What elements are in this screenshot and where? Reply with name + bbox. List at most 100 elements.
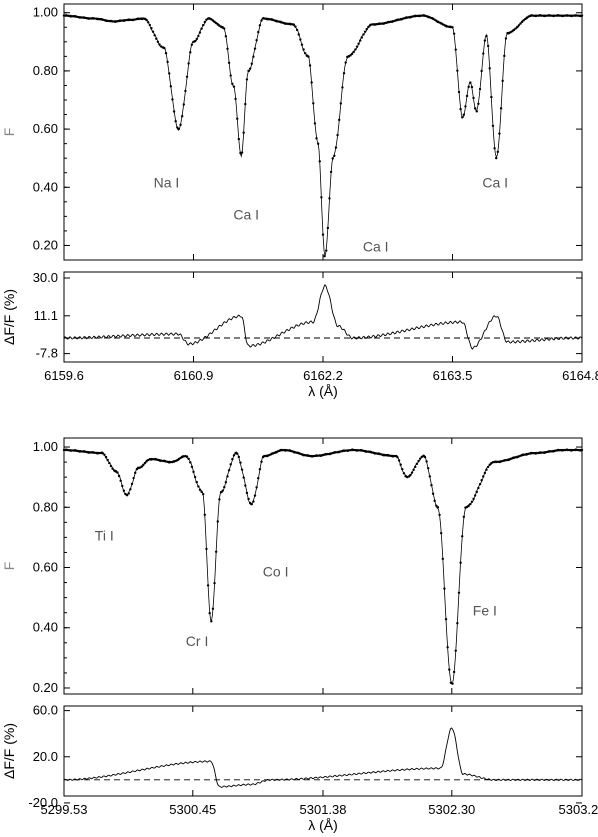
observed-point (203, 513, 207, 516)
observed-point (478, 87, 482, 91)
observed-point (140, 465, 143, 468)
observed-point (467, 85, 470, 89)
observed-point (224, 35, 228, 38)
observed-point (195, 480, 198, 484)
observed-point (431, 492, 435, 495)
observed-point (477, 102, 480, 105)
x-tick-label: 5301.38 (300, 802, 347, 817)
observed-point (320, 196, 323, 199)
observed-point (158, 43, 161, 46)
observed-point (303, 52, 307, 55)
observed-point (412, 468, 415, 472)
observed-point (242, 476, 245, 479)
observed-point (202, 492, 205, 496)
observed-point (444, 618, 448, 621)
x-axis-label: λ (Å) (308, 817, 338, 833)
x-tick-label: 6159.6 (44, 368, 84, 383)
residual-y-tick-label: 30.0 (33, 270, 58, 285)
observed-point (498, 132, 501, 135)
observed-point (185, 75, 189, 78)
observed-point (435, 504, 438, 507)
observed-point (257, 30, 260, 34)
observed-point (229, 74, 232, 77)
observed-point (253, 47, 257, 50)
observed-point (223, 27, 226, 30)
observed-point (185, 455, 189, 458)
observed-point (459, 107, 462, 111)
observed-point (354, 48, 357, 51)
observed-point (490, 95, 493, 99)
residual-line (63, 727, 583, 788)
observed-point (501, 79, 504, 83)
observed-point (469, 81, 472, 84)
observed-point (208, 612, 211, 615)
observed-point (339, 102, 343, 105)
observed-point (189, 461, 192, 464)
observed-point (473, 494, 477, 497)
observed-spectrum-points (62, 14, 584, 258)
observed-point (486, 44, 490, 48)
observed-point (103, 453, 106, 456)
observed-point (172, 110, 176, 113)
observed-point (146, 21, 150, 24)
observed-point (119, 479, 122, 482)
observed-point (341, 86, 344, 89)
x-tick-label: 6162.2 (303, 368, 343, 383)
observed-point (461, 535, 464, 538)
observed-point (477, 486, 480, 490)
observed-point (211, 19, 215, 22)
observed-point (428, 475, 432, 478)
observed-point (111, 467, 114, 470)
observed-point (239, 461, 242, 464)
observed-point (177, 127, 181, 131)
observed-point (163, 47, 166, 50)
main-plot-frame (63, 437, 583, 695)
observed-point (232, 85, 236, 88)
x-tick-label: 6160.9 (174, 368, 214, 383)
observed-point (156, 40, 160, 44)
x-tick-label: 6163.5 (433, 368, 473, 383)
observed-point (312, 102, 315, 105)
observed-point (148, 23, 151, 27)
y-tick-label: 0.60 (33, 121, 58, 136)
observed-point (423, 455, 427, 459)
observed-point (454, 649, 457, 652)
observed-point (483, 471, 487, 475)
line-annotation: Ca I (482, 174, 508, 190)
observed-point (101, 452, 105, 455)
observed-point (415, 462, 419, 466)
observed-point (221, 489, 224, 492)
observed-point (108, 461, 111, 465)
panel-top: 1.00 0.80 0.60 0.40 0.20 F Na I Ca I Ca I Ca I 30.… (1, 3, 598, 399)
observed-point (180, 115, 184, 118)
observed-point (216, 520, 219, 523)
observed-point (145, 18, 148, 22)
y-tick-label: 0.80 (33, 63, 58, 78)
observed-point (114, 469, 118, 473)
observed-point (237, 137, 241, 141)
observed-point (231, 457, 234, 461)
observed-point (331, 157, 334, 160)
residual-y-tick-label: 20.0 (33, 749, 58, 764)
observed-point (307, 55, 310, 58)
observed-point (360, 36, 364, 39)
observed-point (352, 50, 355, 54)
observed-point (430, 484, 433, 487)
observed-point (193, 475, 197, 479)
observed-point (457, 591, 461, 594)
observed-point (169, 85, 173, 88)
observed-point (232, 454, 236, 457)
observed-point (407, 475, 410, 478)
observed-point (418, 457, 422, 460)
observed-point (237, 455, 241, 459)
observed-point (402, 472, 406, 475)
observed-point (143, 17, 147, 21)
line-annotation: Fe I (473, 603, 497, 619)
observed-point (517, 24, 521, 27)
observed-spectrum-points (62, 448, 584, 685)
residual-plot-frame (63, 271, 583, 363)
observed-point (446, 646, 449, 649)
observed-point (397, 459, 401, 462)
residual-y-tick-label: 60.0 (33, 703, 58, 718)
observed-point (244, 484, 247, 487)
